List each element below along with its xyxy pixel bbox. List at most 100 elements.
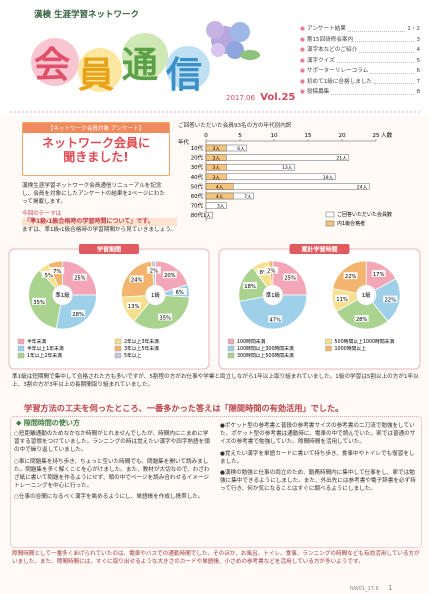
method-bullet: ○車に問題集を持ち歩き、ちょっと空いた時間でも、問題集を開いて読みました。問題集… xyxy=(14,458,210,490)
feature-tag: 【ネットワーク会員対象 アンケート】 xyxy=(23,123,169,133)
toc-label: 漢字クイズ xyxy=(300,56,335,67)
feature-theme-block: 今回のテーマは 「準1級・1級合格時の学習時間について」です。 まずは、準1級・… xyxy=(22,210,177,235)
bar xyxy=(205,163,227,171)
bar-label: 6人 xyxy=(237,146,245,152)
bar-label: 3人 xyxy=(212,146,220,152)
legend-swatch xyxy=(17,352,25,359)
title-char: 通 xyxy=(122,45,159,86)
label-box xyxy=(129,275,144,283)
label-box xyxy=(354,315,369,323)
title-bubble xyxy=(122,33,168,79)
title-bubble xyxy=(31,38,79,86)
method-bullet: ○短距離通勤のためなかなか時間がとれませんでしたが、時間内にこまめに学習する習慣… xyxy=(14,431,210,454)
bar-label: 21人 xyxy=(336,156,347,162)
toc-item: 漢字本などのご紹介 4 xyxy=(300,45,420,56)
label-box xyxy=(162,271,177,279)
bar-label: 3人 xyxy=(217,204,225,210)
feature-title-line: 聞きました! xyxy=(63,150,129,164)
x-tick-label: 20 xyxy=(338,133,346,139)
label-box xyxy=(50,267,65,275)
toc-item: 漢字クイズ 5 xyxy=(300,56,420,67)
toc-page: 5 xyxy=(416,57,420,64)
label-box xyxy=(283,273,298,281)
slice-label: 7% xyxy=(53,269,61,275)
legend-label: 半年未満 xyxy=(27,338,46,345)
legend-swatch xyxy=(227,338,235,345)
bar-label: 19人 xyxy=(323,175,334,181)
slice-label: 25% xyxy=(284,276,296,282)
toc-page: 8 xyxy=(416,89,420,95)
bar xyxy=(205,202,227,209)
y-tick-label: 20代 xyxy=(191,154,204,162)
legend-label: 1年以上2年未満 xyxy=(27,352,62,359)
theme-lead: 今回のテーマは xyxy=(22,211,62,217)
volume: Vol.25 xyxy=(260,92,296,103)
pie-label: 準1級 xyxy=(266,291,281,299)
theme: 「準1級・1級合格時の学習時間について」です。 xyxy=(22,218,177,227)
label-box xyxy=(268,315,283,323)
legend-label: 5年以上 xyxy=(124,352,142,359)
slice-label: 20% xyxy=(164,273,176,279)
toc-label: 初めて1級に合格しました xyxy=(300,77,372,88)
title-bubble xyxy=(166,46,210,90)
section-heading: 累計学習時間 xyxy=(301,246,337,254)
conclusion: 隙間時間として一番多くあげられていたのは、電車やバスでの通勤時間でした。そのほか… xyxy=(12,551,420,566)
slice-label: 17% xyxy=(373,272,385,278)
y-tick-label: 10代 xyxy=(191,144,204,152)
slice-label: 6% xyxy=(176,290,184,296)
toc-leader xyxy=(347,24,406,32)
toc-label: 投稿募集 xyxy=(300,87,329,98)
x-tick-label: 25 xyxy=(372,133,380,139)
y-tick-label: 40代 xyxy=(191,173,204,181)
label-box xyxy=(243,281,258,289)
toc-leader xyxy=(331,87,415,95)
legend-label: 1000時間以上 xyxy=(335,345,367,352)
slice-label: 11% xyxy=(336,297,348,303)
legend-swatch xyxy=(114,338,122,345)
bar-label: 3人 xyxy=(212,175,220,181)
bar-label: 13人 xyxy=(282,165,293,171)
bar xyxy=(205,211,214,219)
legend-label: 100時間以上300時間未満 xyxy=(237,345,294,352)
y-tick-label: 80代 xyxy=(191,211,204,219)
pie-center xyxy=(262,284,284,306)
slice-label: 18% xyxy=(244,284,256,290)
method-bullet: ○仕事の合間になるべく漢字を眺めるようにし、単語帳を作成し携帯した。 xyxy=(14,494,204,501)
toc-label: 第15回研修会案内 xyxy=(300,35,353,46)
brand: 漢検 生涯学習ネットワーク xyxy=(34,10,139,20)
legend-swatch xyxy=(325,345,332,352)
bar-label: 4人 xyxy=(216,184,224,190)
footer: NW01_17.6 1 xyxy=(350,584,393,592)
bar-label: 7人 xyxy=(244,194,252,200)
x-tick-label: 0 xyxy=(204,133,208,139)
slice-label: 13% xyxy=(128,304,140,310)
toc-item: 投稿募集 8 xyxy=(300,87,420,98)
summary: 準1級は短期間で集中して合格された方も多いですが、5割程の方がお仕事や学業と両立… xyxy=(12,374,419,389)
toc-label: 漢字本などのご紹介 xyxy=(300,45,357,56)
label-box xyxy=(256,268,271,276)
label-box xyxy=(335,294,350,302)
slice-label: 35% xyxy=(159,315,171,321)
toc-page: 4 xyxy=(416,47,420,53)
y-tick-label: 70代 xyxy=(191,202,204,210)
lead: まずは、準1級・1級合格時の学習期間から見ていきましょう。 xyxy=(22,227,177,234)
label-box xyxy=(343,272,358,280)
feature-title: ネットワーク会員に 聞きました! xyxy=(23,136,169,164)
section-tab xyxy=(79,244,139,254)
pie-slice xyxy=(365,278,401,322)
toc-leader xyxy=(359,45,415,53)
toc-page: 1・2 xyxy=(407,26,420,32)
bar xyxy=(205,192,234,200)
toc-item: 初めて1級に合格しました 7 xyxy=(300,77,420,88)
title-char: 員 xyxy=(78,55,115,96)
toc-leader xyxy=(370,66,415,74)
toc-item: 第15回研修会案内 3 xyxy=(300,35,420,46)
legend-swatch xyxy=(227,345,235,352)
feature-box: 【ネットワーク会員対象 アンケート】 ネットワーク会員に 聞きました! xyxy=(22,122,170,176)
bar xyxy=(205,154,227,161)
toc-leader xyxy=(373,77,415,84)
legend-swatch xyxy=(325,220,335,227)
pie-section: 累計学習時間 25% 47% 18% 8% 2% 準1級 17% 22% 28% 11% 22% 1級 1… xyxy=(218,244,421,370)
pie-label: 1級 xyxy=(362,291,371,299)
